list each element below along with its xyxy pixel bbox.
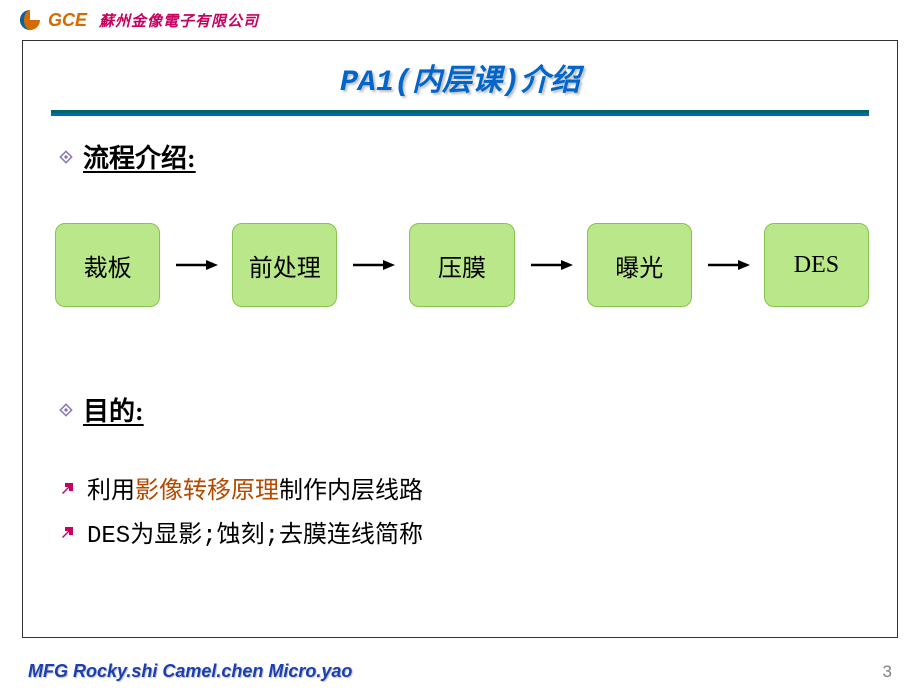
- company-name: 蘇州金像電子有限公司: [99, 10, 259, 31]
- body-text: DES为显影;蚀刻;去膜连线简称: [87, 514, 423, 550]
- body-lines: 利用影像转移原理制作内层线路 DES为显影;蚀刻;去膜连线简称: [51, 470, 869, 550]
- body-line: DES为显影;蚀刻;去膜连线简称: [59, 514, 869, 550]
- section-heading-process: 流程介绍:: [83, 138, 196, 175]
- flow-node: DES: [764, 223, 869, 307]
- slide-frame: PA1(内层课)介绍 流程介绍: 裁板前处理压膜曝光 DES 目的: 利用影像转移…: [22, 40, 898, 638]
- flow-arrow-icon: [529, 257, 573, 273]
- logo-globe-icon: [16, 8, 44, 32]
- flow-arrow-icon: [706, 257, 750, 273]
- diamond-bullet-icon: [59, 150, 73, 164]
- title-underline: [51, 110, 869, 116]
- slide-header: GCE 蘇州金像電子有限公司: [0, 0, 920, 36]
- company-logo: GCE: [16, 8, 87, 32]
- arrow-bullet-icon: [59, 480, 75, 496]
- logo-text: GCE: [48, 10, 87, 31]
- diamond-bullet-icon: [59, 403, 73, 417]
- process-flow-row: 裁板前处理压膜曝光 DES: [55, 223, 869, 307]
- flow-node: 裁板: [55, 223, 160, 307]
- arrow-bullet-icon: [59, 524, 75, 540]
- flow-node: 前处理: [232, 223, 337, 307]
- slide-title: PA1(内层课)介绍: [51, 55, 869, 106]
- section-purpose: 目的:: [59, 391, 869, 428]
- flow-node: 压膜: [409, 223, 514, 307]
- body-text: 利用影像转移原理制作内层线路: [87, 470, 423, 506]
- footer-page-number: 3: [883, 662, 892, 682]
- flow-node: 曝光: [587, 223, 692, 307]
- flow-arrow-icon: [351, 257, 395, 273]
- section-heading-purpose: 目的:: [83, 391, 144, 428]
- slide-footer: MFG Rocky.shi Camel.chen Micro.yao 3: [28, 661, 892, 682]
- footer-authors: MFG Rocky.shi Camel.chen Micro.yao: [28, 661, 352, 682]
- section-process-intro: 流程介绍:: [59, 138, 869, 175]
- body-line: 利用影像转移原理制作内层线路: [59, 470, 869, 506]
- flow-arrow-icon: [174, 257, 218, 273]
